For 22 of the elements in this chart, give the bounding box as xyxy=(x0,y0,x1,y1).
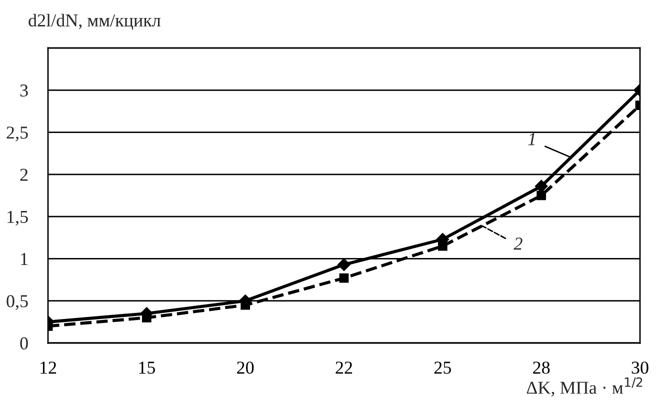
point xyxy=(536,190,546,200)
x-tick-label: 22 xyxy=(336,362,352,374)
series-label: 1 xyxy=(528,133,535,146)
y-tick-label: 0 xyxy=(20,337,28,350)
x-axis-title: ΔK, МПа · м$^{1/2}$ xyxy=(526,377,642,396)
y-tick-label: 0,5 xyxy=(6,295,28,310)
y-tick-label: 1,5 xyxy=(8,210,28,226)
x-tick-label: 12 xyxy=(40,362,56,374)
point xyxy=(339,273,349,283)
y-tick-label: 2 xyxy=(20,168,28,181)
x-tick-label: 30 xyxy=(632,362,648,374)
y-tick-label: 1 xyxy=(21,253,28,265)
point xyxy=(338,258,350,272)
y-axis-title: d2l/dN, мм/кцикл xyxy=(28,14,161,30)
point xyxy=(534,180,548,193)
x-tick-label: 28 xyxy=(533,362,550,374)
x-tick-label: 15 xyxy=(139,362,155,374)
legend-label: 2 xyxy=(514,238,522,250)
y-tick-label: 3 xyxy=(20,84,28,97)
y-tick-label: 2,5 xyxy=(6,126,28,142)
x-tick-label: 20 xyxy=(237,362,254,374)
x-tick-label: 25 xyxy=(434,362,451,374)
